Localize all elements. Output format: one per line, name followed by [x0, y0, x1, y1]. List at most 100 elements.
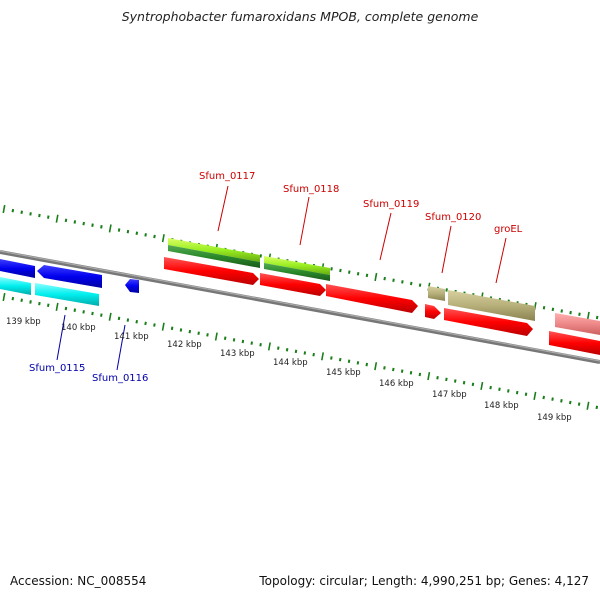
- leader-sfum-0115: [56, 314, 66, 361]
- minor-tick: [91, 223, 94, 227]
- minor-tick: [144, 321, 147, 326]
- gene-arrow-blue-3[interactable]: [125, 279, 139, 293]
- minor-tick: [64, 218, 68, 223]
- topology-text: Topology: circular; Length: 4,990,251 bp…: [259, 574, 589, 588]
- leader-sfum-0117: [217, 185, 229, 232]
- minor-tick: [445, 288, 448, 292]
- minor-tick: [29, 300, 32, 304]
- kbp-label-147: 147 kbp: [432, 390, 467, 400]
- minor-tick: [46, 303, 50, 307]
- minor-tick: [578, 312, 581, 316]
- minor-tick: [595, 405, 599, 410]
- gene-label-sfum-0120[interactable]: Sfum_0120: [425, 212, 481, 223]
- gene-arrow-sfum-0118[interactable]: [260, 273, 326, 296]
- feature-cyan-2[interactable]: [35, 283, 99, 306]
- minor-tick: [560, 309, 564, 313]
- minor-tick: [303, 351, 307, 355]
- feature-pink-1[interactable]: [555, 313, 600, 335]
- major-tick: [586, 401, 590, 410]
- kbp-label-141: 141 kbp: [114, 332, 149, 342]
- leader-sfum-0120: [441, 225, 452, 274]
- minor-tick: [453, 379, 457, 383]
- minor-tick: [551, 307, 555, 312]
- minor-tick: [471, 382, 475, 387]
- minor-tick: [418, 372, 422, 377]
- accession-text: Accession: NC_008554: [10, 574, 147, 588]
- kbp-label-140: 140 kbp: [61, 323, 96, 333]
- minor-tick: [144, 233, 147, 237]
- gene-label-sfum-0119[interactable]: Sfum_0119: [363, 199, 419, 210]
- major-tick: [374, 272, 378, 282]
- minor-tick: [338, 357, 342, 362]
- minor-tick: [100, 225, 103, 229]
- map-title: Syntrophobacter fumaroxidans MPOB, compl…: [121, 9, 479, 24]
- minor-tick: [82, 310, 85, 314]
- minor-tick: [507, 389, 510, 393]
- gene-label-sfum-0117[interactable]: Sfum_0117: [199, 171, 255, 182]
- minor-tick: [365, 362, 369, 367]
- gene-arrow-blue-2[interactable]: [37, 265, 102, 288]
- minor-tick: [197, 331, 200, 336]
- feature-cyan-1[interactable]: [0, 277, 31, 295]
- minor-tick: [551, 397, 554, 401]
- major-tick: [2, 292, 6, 302]
- major-tick: [55, 214, 59, 223]
- minor-tick: [339, 268, 342, 273]
- gene-arrow-blue-1[interactable]: [0, 259, 35, 278]
- kbp-label-148: 148 kbp: [484, 401, 519, 411]
- minor-tick: [232, 338, 236, 342]
- gene-arrow-groel[interactable]: [444, 308, 533, 336]
- gene-arrow-next[interactable]: [549, 331, 600, 355]
- genome-backbone: [0, 250, 600, 364]
- gene-label-sfum-0118[interactable]: Sfum_0118: [283, 184, 339, 195]
- inner-tick-ring: [2, 292, 599, 410]
- minor-tick: [348, 270, 351, 274]
- feature-khaki-1[interactable]: [428, 286, 445, 301]
- gene-label-sfum-0116[interactable]: Sfum_0116: [92, 373, 148, 384]
- minor-tick: [392, 278, 395, 282]
- minor-tick: [436, 375, 439, 380]
- minor-tick: [498, 387, 501, 392]
- major-tick: [108, 312, 112, 321]
- feature-darkgreen-2[interactable]: [264, 263, 330, 281]
- gene-features: [0, 238, 600, 355]
- gene-label-sfum-0115[interactable]: Sfum_0115: [29, 363, 85, 374]
- minor-tick: [38, 213, 41, 218]
- minor-tick: [569, 310, 572, 315]
- feature-lime-1[interactable]: [168, 238, 260, 262]
- minor-tick: [11, 296, 15, 301]
- label-leaders: [56, 185, 507, 371]
- leader-groel: [495, 237, 507, 284]
- minor-tick: [365, 273, 369, 278]
- minor-tick: [259, 343, 262, 347]
- feature-lime-2[interactable]: [264, 256, 330, 275]
- gene-arrow-sfum-0119[interactable]: [326, 284, 418, 313]
- minor-tick: [560, 399, 563, 403]
- major-tick: [321, 352, 325, 361]
- gene-label-groel[interactable]: groEL: [494, 224, 523, 235]
- major-tick: [108, 224, 112, 233]
- minor-tick: [20, 298, 23, 303]
- feature-khaki-2[interactable]: [448, 290, 535, 321]
- minor-tick: [409, 371, 413, 375]
- minor-tick: [524, 392, 528, 396]
- kbp-label-143: 143 kbp: [220, 349, 255, 359]
- genome-backbone-highlight: [0, 250, 600, 362]
- minor-tick: [595, 315, 599, 320]
- minor-tick: [347, 359, 351, 364]
- minor-tick: [409, 281, 413, 286]
- gene-arrow-sfum-0120[interactable]: [425, 304, 441, 319]
- minor-tick: [11, 208, 15, 213]
- minor-tick: [568, 400, 572, 405]
- minor-tick: [489, 385, 492, 390]
- minor-tick: [82, 221, 85, 226]
- major-tick: [586, 311, 590, 320]
- major-tick: [267, 342, 271, 351]
- feature-darkgreen-1[interactable]: [168, 245, 260, 268]
- leader-sfum-0118: [299, 196, 310, 246]
- gene-arrow-sfum-0117[interactable]: [164, 257, 259, 285]
- minor-tick: [91, 311, 94, 316]
- minor-tick: [29, 212, 32, 216]
- minor-tick: [100, 313, 103, 317]
